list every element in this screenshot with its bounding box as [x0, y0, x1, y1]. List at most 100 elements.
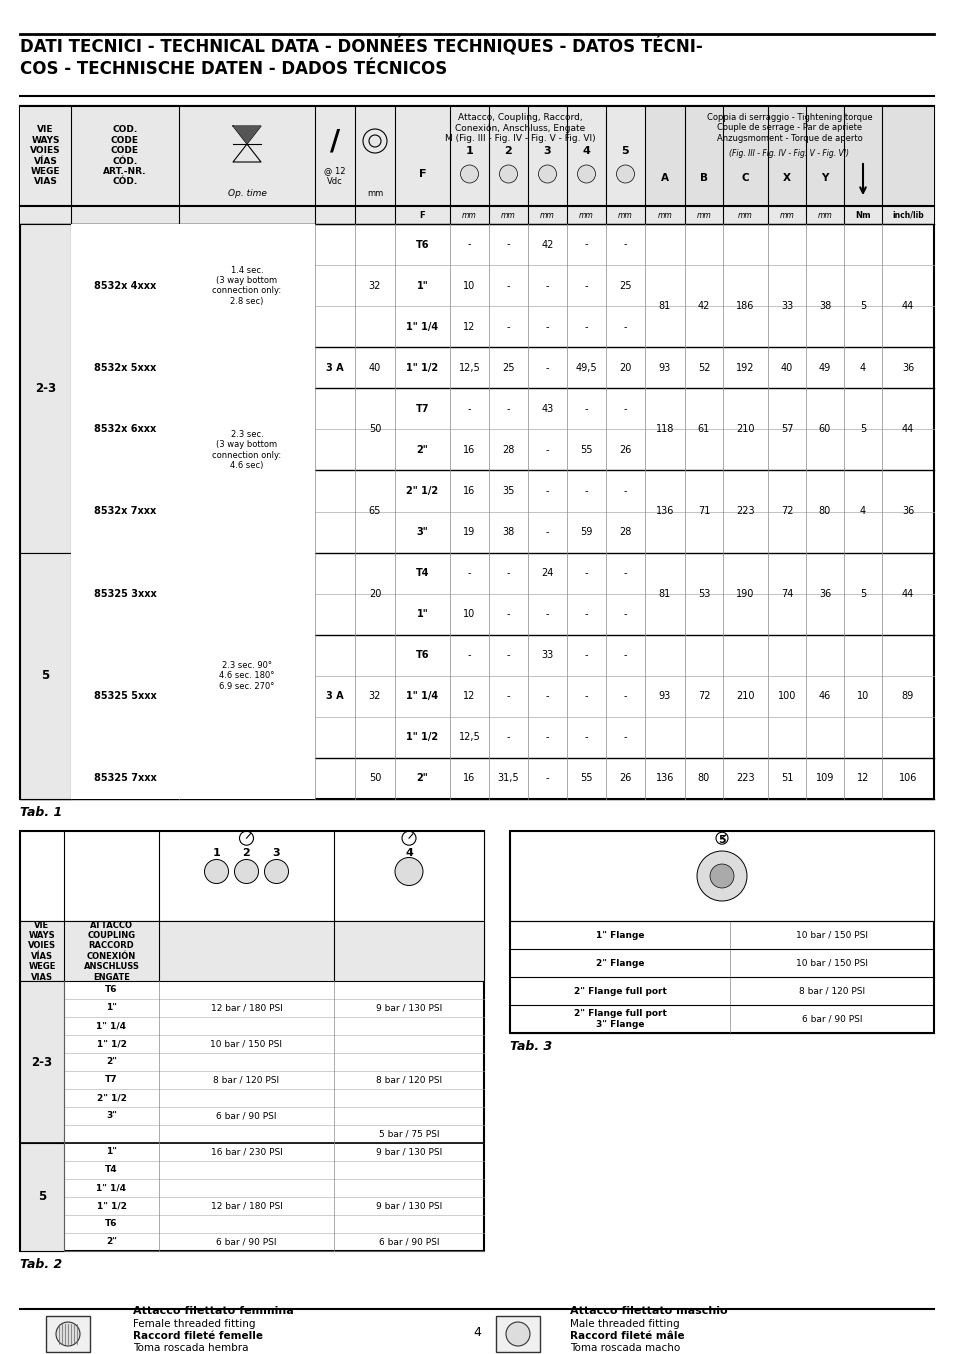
Text: 50: 50	[369, 773, 381, 784]
Bar	[71, 470, 179, 552]
Text: T6: T6	[105, 1220, 117, 1228]
Text: 20: 20	[618, 363, 631, 372]
Text: -: -	[545, 486, 549, 496]
Text: Attacco, Coupling, Raccord,
Conexión, Anschluss, Engate
M (Fig. III - Fig. IV - : Attacco, Coupling, Raccord, Conexión, An…	[444, 112, 595, 144]
Text: 1" 1/4: 1" 1/4	[96, 1021, 127, 1030]
Text: 210: 210	[736, 692, 754, 701]
Text: 2": 2"	[416, 445, 428, 455]
Text: -: -	[623, 650, 626, 661]
Text: 5: 5	[41, 669, 50, 682]
Text: T4: T4	[105, 1166, 117, 1174]
Text: 12,5: 12,5	[458, 363, 480, 372]
Text: -: -	[545, 609, 549, 619]
Text: 136: 136	[655, 506, 674, 516]
Text: 55: 55	[579, 445, 592, 455]
Text: 16: 16	[463, 445, 476, 455]
Text: 25: 25	[618, 280, 631, 291]
Text: 10: 10	[463, 280, 476, 291]
Text: 5: 5	[38, 1190, 46, 1204]
Bar	[20, 206, 933, 223]
Bar	[644, 106, 933, 206]
Bar	[179, 347, 314, 552]
Bar	[71, 552, 179, 635]
Text: 1" 1/4: 1" 1/4	[96, 1183, 127, 1193]
Text: -: -	[623, 486, 626, 496]
Text: 5 bar / 75 PSI: 5 bar / 75 PSI	[378, 1129, 438, 1139]
Text: 6 bar / 90 PSI: 6 bar / 90 PSI	[216, 1238, 276, 1247]
Text: 10: 10	[463, 609, 476, 619]
Text: 1": 1"	[106, 1147, 117, 1156]
Text: B: B	[700, 173, 707, 183]
Bar	[20, 106, 933, 799]
Text: 2" Flange full port: 2" Flange full port	[573, 987, 666, 995]
Text: -: -	[584, 322, 588, 332]
Text: COD.
CODE
CODE
CÓD.
ART.-NR.
CÓD.: COD. CODE CODE CÓD. ART.-NR. CÓD.	[103, 126, 147, 187]
Text: -: -	[467, 403, 471, 414]
Text: T4: T4	[416, 569, 429, 578]
Circle shape	[537, 165, 556, 183]
Text: 36: 36	[818, 589, 830, 598]
Text: Toma roscada hembra: Toma roscada hembra	[132, 1343, 248, 1353]
Bar	[20, 223, 71, 552]
Text: 10 bar / 150 PSI: 10 bar / 150 PSI	[796, 930, 867, 940]
Text: 5: 5	[859, 589, 865, 598]
Text: 74: 74	[780, 589, 792, 598]
Text: 31,5: 31,5	[497, 773, 518, 784]
Text: 28: 28	[502, 445, 515, 455]
Text: 2" 1/2: 2" 1/2	[96, 1094, 127, 1102]
Text: 8532x 5xxx: 8532x 5xxx	[93, 363, 156, 372]
Text: COS - TECHNISCHE DATEN - DADOS TÉCNICOS: COS - TECHNISCHE DATEN - DADOS TÉCNICOS	[20, 60, 447, 79]
Text: -: -	[506, 692, 510, 701]
Circle shape	[395, 857, 422, 886]
Text: 4: 4	[859, 363, 865, 372]
Text: 46: 46	[818, 692, 830, 701]
Text: 3": 3"	[416, 527, 428, 538]
Text: 38: 38	[502, 527, 514, 538]
Circle shape	[499, 165, 517, 183]
Text: 1" Flange: 1" Flange	[596, 930, 644, 940]
Bar	[20, 552, 71, 799]
Text: 89: 89	[901, 692, 913, 701]
Text: 6 bar / 90 PSI: 6 bar / 90 PSI	[216, 1112, 276, 1121]
Bar	[71, 347, 179, 389]
Text: 16: 16	[463, 773, 476, 784]
Text: 26: 26	[618, 445, 631, 455]
Text: 1" 1/2: 1" 1/2	[96, 1040, 127, 1048]
Text: 1" 1/2: 1" 1/2	[406, 363, 438, 372]
Text: -: -	[584, 403, 588, 414]
Text: -: -	[545, 280, 549, 291]
Text: 1" 1/2: 1" 1/2	[406, 733, 438, 742]
Text: Tab. 2: Tab. 2	[20, 1258, 62, 1271]
Text: mm: mm	[657, 210, 672, 219]
Text: 106: 106	[898, 773, 916, 784]
Text: 9 bar / 130 PSI: 9 bar / 130 PSI	[375, 1003, 441, 1013]
Bar	[179, 223, 314, 347]
Bar	[20, 982, 64, 1143]
Text: 81: 81	[659, 301, 670, 311]
Bar	[46, 1316, 90, 1353]
Text: -: -	[623, 733, 626, 742]
Text: 10 bar / 150 PSI: 10 bar / 150 PSI	[211, 1040, 282, 1048]
Text: 72: 72	[780, 506, 792, 516]
Text: 2.3 sec. 90°
4.6 sec. 180°
6.9 sec. 270°: 2.3 sec. 90° 4.6 sec. 180° 6.9 sec. 270°	[219, 661, 274, 691]
Bar	[20, 106, 933, 206]
Circle shape	[577, 165, 595, 183]
Text: @ 12
Vdc: @ 12 Vdc	[324, 167, 345, 185]
Text: 40: 40	[369, 363, 381, 372]
Text: 49: 49	[818, 363, 830, 372]
Text: 36: 36	[901, 363, 913, 372]
Text: 2" Flange: 2" Flange	[596, 959, 644, 968]
Text: 2-3: 2-3	[35, 382, 56, 395]
Text: 1": 1"	[416, 609, 428, 619]
Text: 44: 44	[901, 301, 913, 311]
Bar	[71, 758, 179, 799]
Text: mm: mm	[779, 210, 794, 219]
Circle shape	[204, 860, 229, 884]
Text: 43: 43	[540, 403, 553, 414]
Text: 32: 32	[369, 280, 381, 291]
Text: Raccord fileté mâle: Raccord fileté mâle	[569, 1331, 684, 1340]
Text: mm: mm	[500, 210, 516, 219]
Text: (Fig. III - Fig. IV - Fig. V - Fig. VI): (Fig. III - Fig. IV - Fig. V - Fig. VI)	[729, 149, 848, 158]
Text: 5: 5	[859, 424, 865, 435]
Text: 51: 51	[780, 773, 792, 784]
